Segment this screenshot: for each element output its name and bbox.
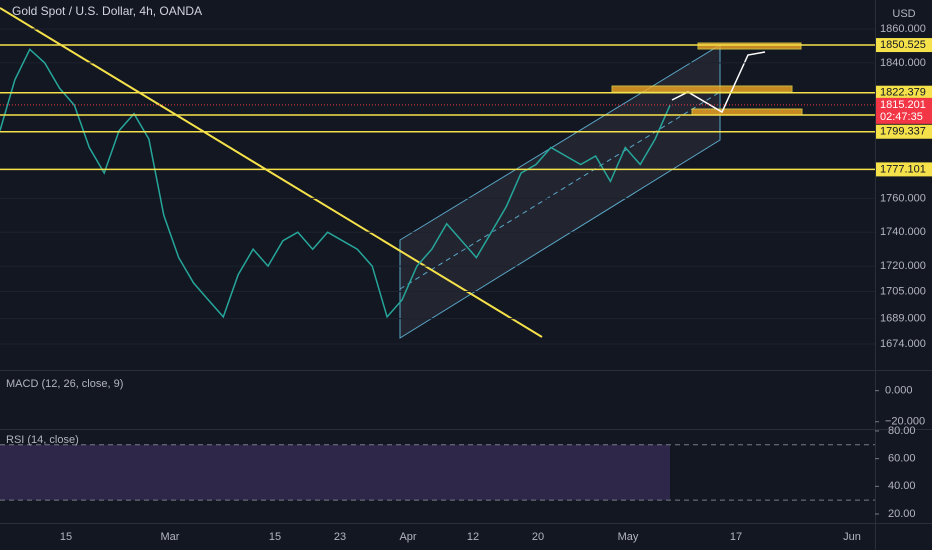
- zone: [611, 85, 793, 93]
- countdown: 02:47:35: [880, 111, 923, 123]
- price-tick-label: 1840.000: [880, 57, 926, 69]
- price-tick-label: 1720.000: [880, 260, 926, 272]
- symbol-title: Gold Spot / U.S. Dollar, 4h, OANDA: [12, 4, 202, 18]
- zone: [697, 42, 802, 50]
- time-label: 23: [334, 531, 346, 543]
- time-label: 15: [269, 531, 281, 543]
- time-label: 12: [467, 531, 479, 543]
- currency: USD: [892, 8, 915, 20]
- rsi-tick-label: 80.00: [888, 425, 916, 437]
- level-tag: [876, 85, 932, 100]
- time-label: May: [618, 531, 639, 543]
- rsi-band: [0, 444, 670, 501]
- macd-label: MACD (12, 26, close, 9): [6, 378, 123, 390]
- level-label: 1777.101: [880, 163, 926, 175]
- macd-tick-label: −20.000: [885, 416, 925, 428]
- price-tick-label: 1674.000: [880, 338, 926, 350]
- time-label: 17: [730, 531, 742, 543]
- level-label: 1822.379: [880, 87, 926, 99]
- channel: [399, 44, 721, 339]
- rsi-tick-label: 20.00: [888, 508, 916, 520]
- time-label: 15: [60, 531, 72, 543]
- level-tag: [876, 162, 932, 177]
- price-tick-label: 1705.000: [880, 285, 926, 297]
- time-label: Jun: [843, 531, 861, 543]
- level-label: 1850.525: [880, 39, 926, 51]
- rsi-label: RSI (14, close): [6, 434, 79, 446]
- zone: [691, 108, 803, 116]
- current-price: 1815.201: [880, 99, 926, 111]
- time-label: Mar: [161, 531, 180, 543]
- price-tick-label: 1689.000: [880, 313, 926, 325]
- price-tick-label: 1860.000: [880, 23, 926, 35]
- level-tag: [876, 124, 932, 139]
- macd-tick-label: 0.000: [885, 385, 913, 397]
- rsi-tick-label: 40.00: [888, 480, 916, 492]
- price-tick-label: 1760.000: [880, 192, 926, 204]
- level-tag: [876, 38, 932, 53]
- level-label: 1799.337: [880, 126, 926, 138]
- current-tag: [876, 97, 932, 124]
- price-line: [0, 48, 671, 319]
- rsi-tick-label: 60.00: [888, 453, 916, 465]
- time-label: Apr: [399, 531, 416, 543]
- price-tick-label: 1740.000: [880, 226, 926, 238]
- projection-arrow: [671, 51, 766, 114]
- time-label: 20: [532, 531, 544, 543]
